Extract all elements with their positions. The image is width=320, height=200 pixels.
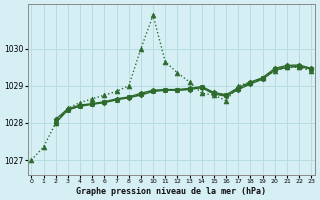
X-axis label: Graphe pression niveau de la mer (hPa): Graphe pression niveau de la mer (hPa) (76, 187, 266, 196)
